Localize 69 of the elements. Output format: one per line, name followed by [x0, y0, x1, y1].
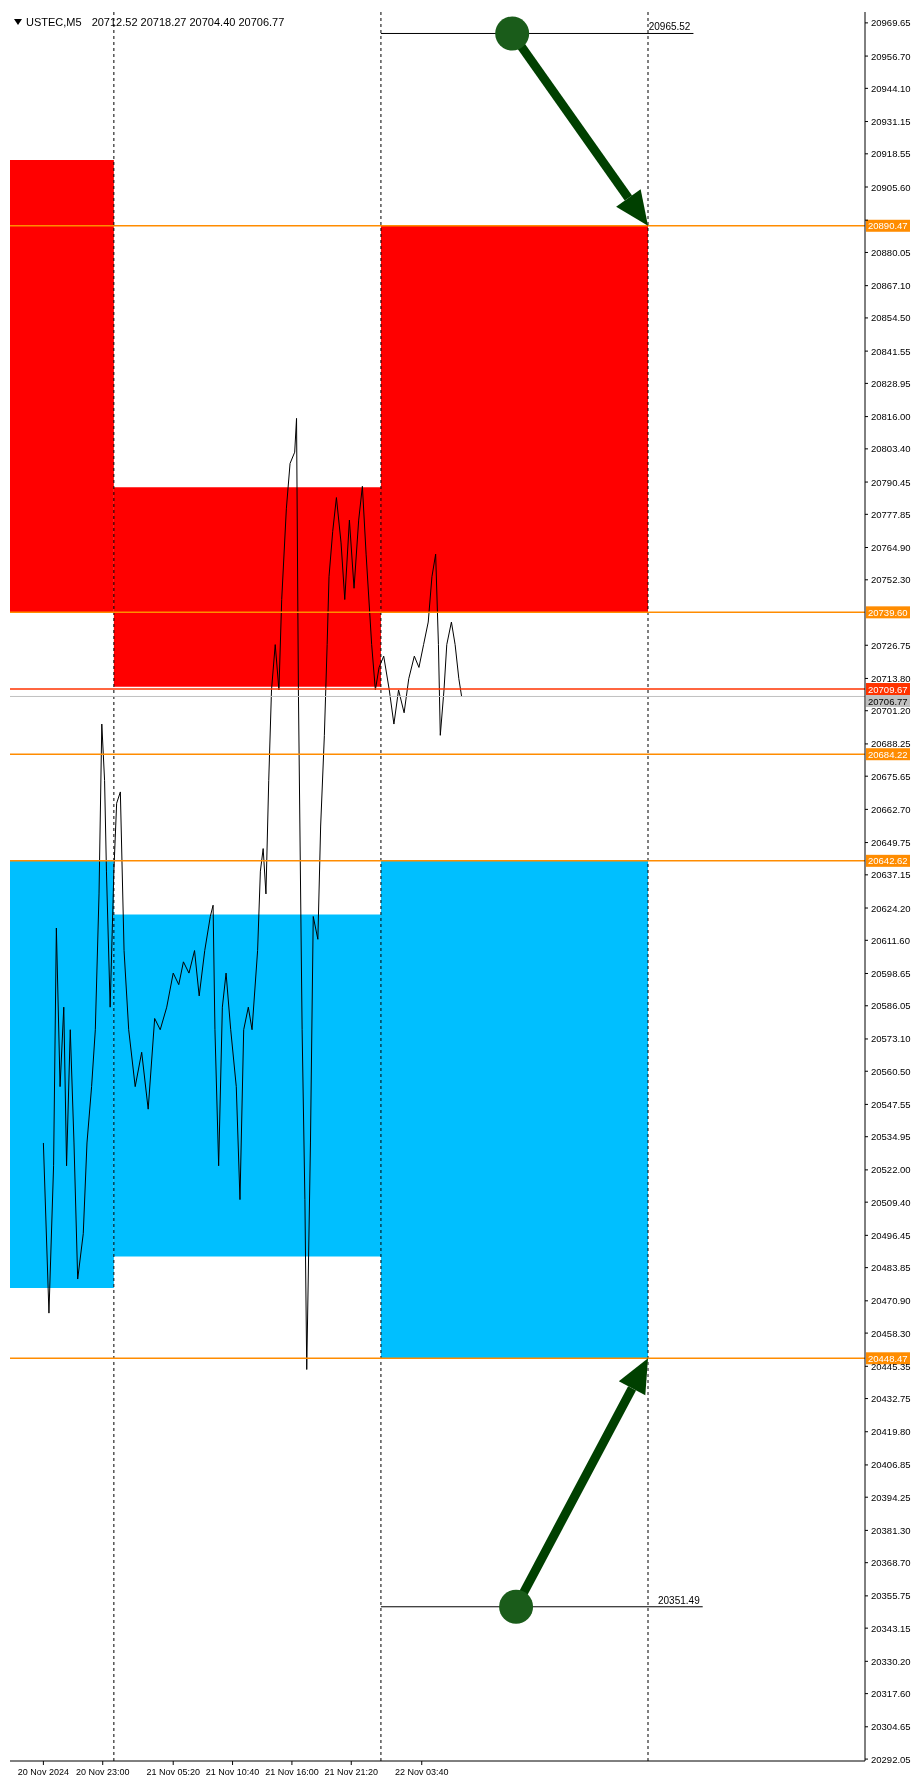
ref-line-label: 20448.47 [868, 1352, 908, 1364]
x-tick-label: 21 Nov 10:40 [205, 1767, 260, 1777]
y-tick-label: 20598.65 [871, 967, 911, 979]
y-tick-label: 20675.65 [871, 770, 911, 782]
y-tick-label: 20969.65 [871, 17, 911, 29]
x-tick-label: 21 Nov 05:20 [146, 1767, 200, 1777]
y-tick-label: 20406.85 [871, 1459, 911, 1471]
y-tick-label: 20752.30 [871, 574, 911, 586]
y-tick-label: 20317.60 [871, 1688, 911, 1700]
y-tick-label: 20944.10 [871, 82, 911, 94]
y-tick-label: 20905.60 [871, 181, 911, 193]
y-tick-label: 20355.75 [871, 1590, 911, 1602]
y-tick-label: 20496.45 [871, 1229, 911, 1241]
y-tick-label: 20573.10 [871, 1033, 911, 1045]
y-tick-label: 20522.00 [871, 1164, 911, 1176]
y-tick-label: 20534.95 [871, 1131, 911, 1143]
y-tick-label: 20624.20 [871, 902, 911, 914]
y-tick-label: 20701.20 [871, 705, 911, 717]
y-tick-label: 20509.40 [871, 1196, 911, 1208]
y-tick-label: 20688.25 [871, 738, 911, 750]
y-tick-label: 20547.55 [871, 1098, 911, 1110]
y-tick-label: 20368.70 [871, 1557, 911, 1569]
y-tick-label: 20611.60 [871, 934, 910, 946]
y-tick-label: 20713.80 [871, 672, 911, 684]
y-tick-label: 20330.20 [871, 1655, 911, 1667]
x-tick-label: 21 Nov 16:00 [265, 1767, 319, 1777]
y-tick-label: 20560.50 [871, 1065, 911, 1077]
y-tick-label: 20662.70 [871, 803, 911, 815]
y-tick-label: 20841.55 [871, 345, 911, 357]
y-tick-label: 20867.10 [871, 280, 911, 292]
ref-line-label: 20890.47 [868, 220, 908, 232]
y-tick-label: 20304.65 [871, 1721, 911, 1733]
y-tick-label: 20394.25 [871, 1491, 911, 1503]
y-tick-label: 20637.15 [871, 869, 911, 881]
x-tick-label: 21 Nov 21:20 [324, 1767, 379, 1777]
y-tick-label: 20956.70 [871, 50, 911, 62]
y-tick-label: 20803.40 [871, 443, 911, 455]
y-tick-label: 20292.05 [871, 1753, 911, 1765]
chart-title: USTEC,M5 [26, 16, 82, 28]
y-tick-label: 20880.05 [871, 246, 911, 258]
chart-subtitle: 20712.52 20718.27 20704.40 20706.77 [91, 16, 285, 28]
y-tick-label: 20790.45 [871, 476, 911, 488]
y-tick-label: 20816.00 [871, 411, 911, 423]
y-tick-label: 20828.95 [871, 377, 911, 389]
y-tick-label: 20470.90 [871, 1295, 911, 1307]
ref-line-label: 20642.62 [868, 855, 908, 867]
y-tick-label: 20649.75 [871, 837, 911, 849]
y-tick-label: 20483.85 [871, 1262, 911, 1274]
data-label: 20351.49 [658, 1594, 701, 1606]
x-tick-label: 22 Nov 03:40 [394, 1767, 449, 1777]
y-tick-label: 20726.75 [871, 639, 911, 651]
y-tick-label: 20419.80 [871, 1426, 911, 1438]
ref-line-label: 20739.60 [868, 606, 908, 618]
y-tick-label: 20854.50 [871, 312, 911, 324]
y-tick-label: 20586.05 [871, 1000, 911, 1012]
ref-line-label: 20684.22 [868, 748, 908, 760]
data-label: 20965.52 [648, 21, 691, 33]
y-tick-label: 20432.75 [871, 1393, 911, 1405]
y-tick-label: 20777.85 [871, 508, 911, 520]
y-tick-label: 20381.30 [871, 1524, 911, 1536]
y-tick-label: 20343.15 [871, 1622, 911, 1634]
y-tick-label: 20764.90 [871, 542, 911, 554]
y-tick-label: 20918.55 [871, 148, 911, 160]
ref-line-label: 20709.67 [868, 683, 908, 695]
x-tick-label: 20 Nov 2024 [17, 1767, 69, 1777]
x-tick-label: 20 Nov 23:00 [75, 1767, 130, 1777]
y-tick-label: 20458.30 [871, 1327, 911, 1339]
y-tick-label: 20931.15 [871, 116, 911, 128]
ref-line-label: 20706.77 [868, 695, 908, 707]
